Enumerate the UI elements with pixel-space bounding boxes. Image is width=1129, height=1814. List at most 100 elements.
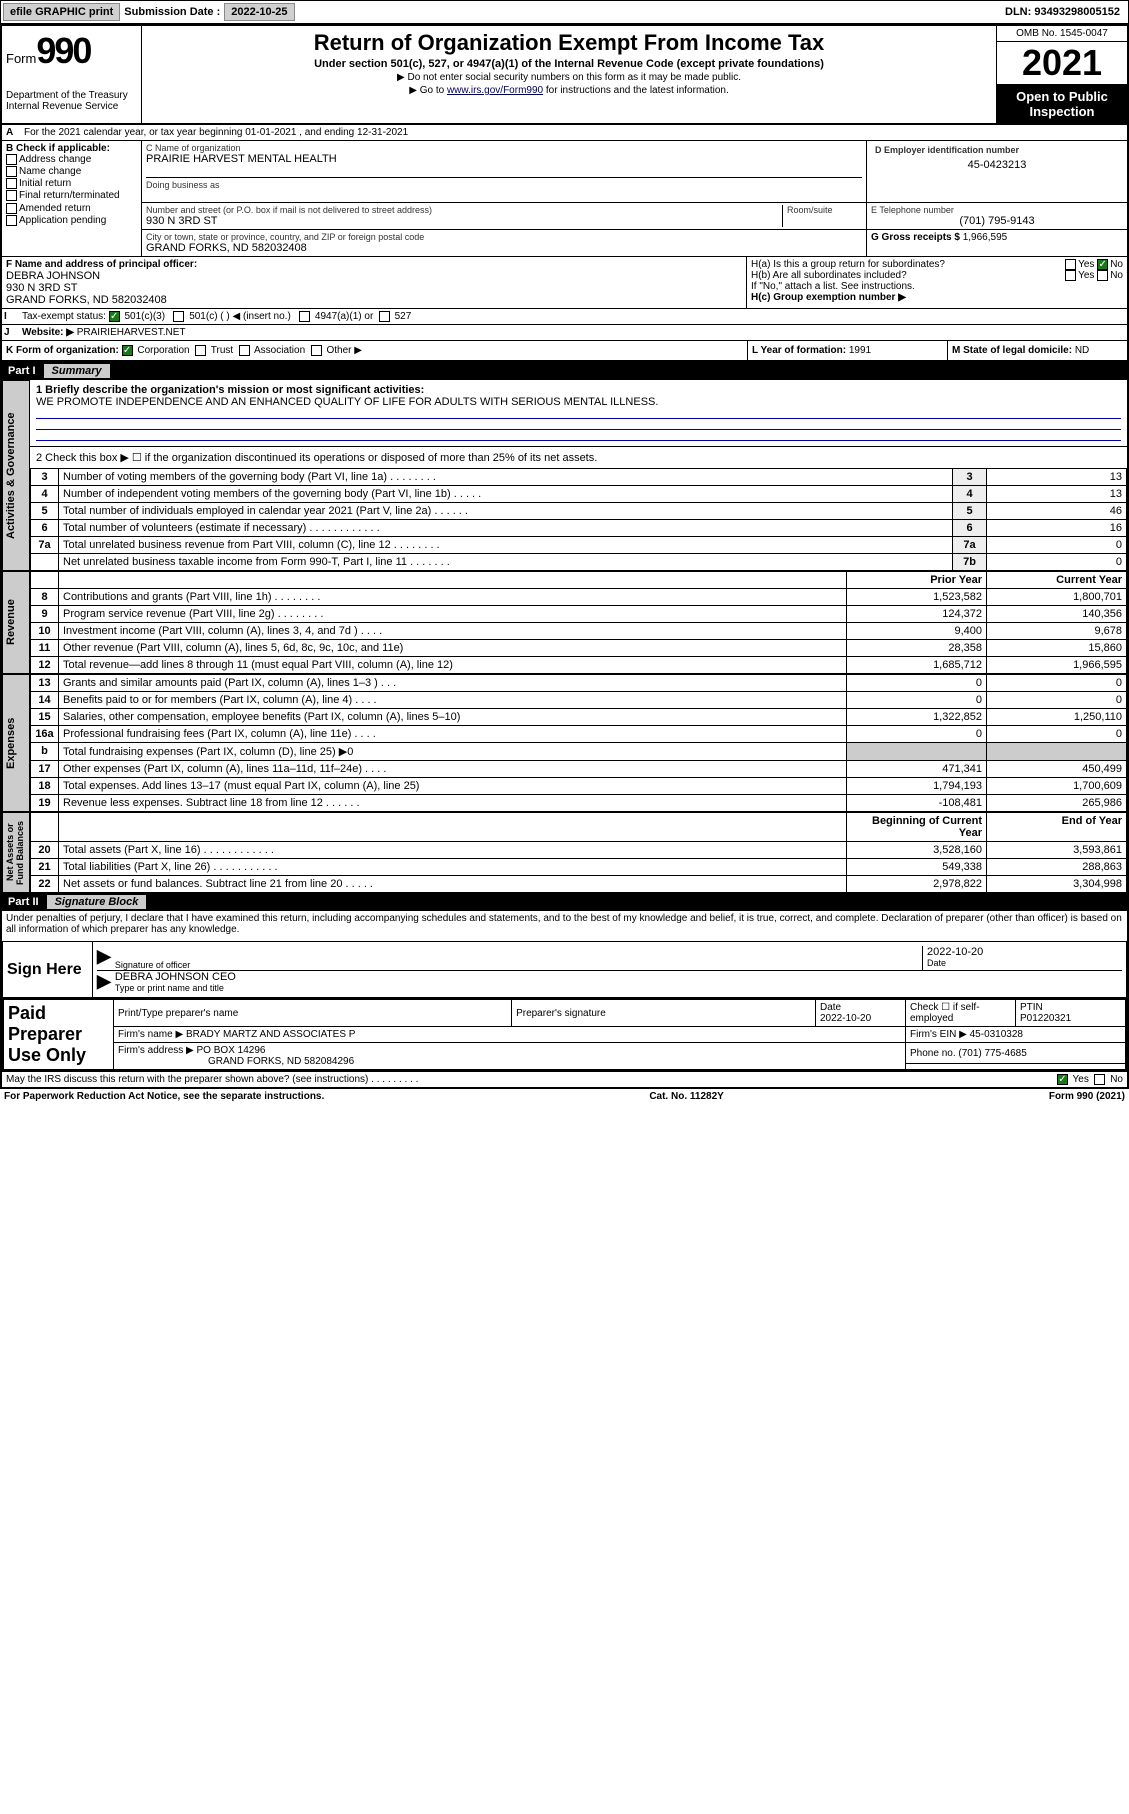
box-c: C Name of organization PRAIRIE HARVEST M… bbox=[142, 141, 867, 202]
box-g: G Gross receipts $ 1,966,595 bbox=[867, 230, 1127, 245]
officer-sig-name: DEBRA JOHNSON CEO bbox=[115, 971, 1122, 983]
ha-yes[interactable] bbox=[1065, 259, 1076, 270]
tab-expenses: Expenses bbox=[2, 674, 30, 812]
box-f: F Name and address of principal officer:… bbox=[2, 257, 747, 308]
cb-assoc[interactable] bbox=[239, 345, 250, 356]
cb-trust[interactable] bbox=[195, 345, 206, 356]
table-row: Net unrelated business taxable income fr… bbox=[31, 554, 1127, 571]
cb-501c[interactable] bbox=[173, 311, 184, 322]
phone: (701) 795-9143 bbox=[871, 215, 1123, 227]
table-row: 3Number of voting members of the governi… bbox=[31, 469, 1127, 486]
tab-net-assets: Net Assets or Fund Balances bbox=[2, 812, 30, 893]
box-l: L Year of formation: 1991 bbox=[747, 341, 947, 360]
table-row: bTotal fundraising expenses (Part IX, co… bbox=[31, 743, 1127, 761]
paid-preparer-block: Paid Preparer Use Only Print/Type prepar… bbox=[2, 998, 1127, 1071]
table-row: 22Net assets or fund balances. Subtract … bbox=[31, 876, 1127, 893]
sign-date: 2022-10-20 bbox=[927, 946, 1122, 958]
cb-name-change[interactable]: Name change bbox=[6, 166, 137, 178]
top-toolbar: efile GRAPHIC print Submission Date : 20… bbox=[0, 0, 1129, 24]
submission-label: Submission Date : bbox=[124, 6, 220, 18]
box-m: M State of legal domicile: ND bbox=[947, 341, 1127, 360]
irs-link[interactable]: www.irs.gov/Form990 bbox=[447, 85, 543, 96]
hb-no[interactable] bbox=[1097, 270, 1108, 281]
form-outer: Form990 Department of the Treasury Inter… bbox=[0, 24, 1129, 1089]
declaration: Under penalties of perjury, I declare th… bbox=[2, 911, 1127, 937]
city-state-zip: GRAND FORKS, ND 582032408 bbox=[146, 242, 862, 254]
cb-527[interactable] bbox=[379, 311, 390, 322]
cb-address-change[interactable]: Address change bbox=[6, 154, 137, 166]
table-row: 6Total number of volunteers (estimate if… bbox=[31, 520, 1127, 537]
form-header: Form990 Department of the Treasury Inter… bbox=[2, 26, 1127, 125]
open-inspection: Open to Public Inspection bbox=[997, 85, 1127, 123]
omb-number: OMB No. 1545-0047 bbox=[997, 26, 1127, 42]
box-e: E Telephone number (701) 795-9143 bbox=[867, 203, 1127, 230]
table-row: 18Total expenses. Add lines 13–17 (must … bbox=[31, 778, 1127, 795]
discuss-line: May the IRS discuss this return with the… bbox=[2, 1071, 1127, 1087]
table-row: 4Number of independent voting members of… bbox=[31, 486, 1127, 503]
line-a: A For the 2021 calendar year, or tax yea… bbox=[2, 125, 1127, 141]
firm-addr2: GRAND FORKS, ND 582084296 bbox=[208, 1056, 354, 1067]
form-number: Form990 bbox=[6, 30, 137, 72]
cb-final-return[interactable]: Final return/terminated bbox=[6, 190, 137, 202]
arrow-icon: ▶ bbox=[97, 971, 111, 993]
prep-date: 2022-10-20 bbox=[820, 1013, 871, 1024]
cb-4947[interactable] bbox=[299, 311, 310, 322]
sign-here-block: Sign Here ▶ Signature of officer 2022-10… bbox=[2, 941, 1127, 998]
firm-addr1: PO BOX 14296 bbox=[197, 1045, 266, 1056]
expenses-table: 13Grants and similar amounts paid (Part … bbox=[30, 674, 1127, 812]
box-b: B Check if applicable: Address change Na… bbox=[2, 141, 142, 256]
firm-ein: 45-0310328 bbox=[970, 1029, 1023, 1040]
page-footer: For Paperwork Reduction Act Notice, see … bbox=[0, 1089, 1129, 1104]
box-i: Tax-exempt status: 501(c)(3) 501(c) ( ) … bbox=[20, 309, 1127, 324]
form-subtitle: Under section 501(c), 527, or 4947(a)(1)… bbox=[150, 58, 988, 70]
arrow-icon: ▶ bbox=[97, 946, 111, 970]
firm-phone: (701) 775-4685 bbox=[958, 1048, 1026, 1059]
table-row: 9Program service revenue (Part VIII, lin… bbox=[31, 606, 1127, 623]
governance-table: 3Number of voting members of the governi… bbox=[30, 468, 1127, 571]
cb-other[interactable] bbox=[311, 345, 322, 356]
ha-no[interactable] bbox=[1097, 259, 1108, 270]
ein: 45-0423213 bbox=[875, 159, 1119, 171]
org-name: PRAIRIE HARVEST MENTAL HEALTH bbox=[146, 153, 862, 165]
table-row: 8Contributions and grants (Part VIII, li… bbox=[31, 589, 1127, 606]
box-h: H(a) Is this a group return for subordin… bbox=[747, 257, 1127, 308]
hb-yes[interactable] bbox=[1065, 270, 1076, 281]
table-row: 19Revenue less expenses. Subtract line 1… bbox=[31, 795, 1127, 812]
part2-header: Part II Signature Block bbox=[2, 893, 1127, 911]
ptin: P01220321 bbox=[1020, 1013, 1071, 1024]
cb-amended[interactable]: Amended return bbox=[6, 203, 137, 215]
discuss-no[interactable] bbox=[1094, 1074, 1105, 1085]
tab-activities-governance: Activities & Governance bbox=[2, 380, 30, 571]
box-d: D Employer identification number 45-0423… bbox=[871, 143, 1123, 173]
firm-name: BRADY MARTZ AND ASSOCIATES P bbox=[186, 1029, 356, 1040]
box-k: K Form of organization: Corporation Trus… bbox=[2, 341, 747, 360]
box-j: Website: ▶ PRAIRIEHARVEST.NET bbox=[20, 325, 1127, 340]
dept-label: Department of the Treasury Internal Reve… bbox=[6, 90, 137, 112]
line-2: 2 Check this box ▶ ☐ if the organization… bbox=[30, 447, 1127, 468]
cb-app-pending[interactable]: Application pending bbox=[6, 215, 137, 227]
table-row: 5Total number of individuals employed in… bbox=[31, 503, 1127, 520]
table-row: 14Benefits paid to or for members (Part … bbox=[31, 692, 1127, 709]
form-title: Return of Organization Exempt From Incom… bbox=[150, 30, 988, 56]
table-row: 11Other revenue (Part VIII, column (A), … bbox=[31, 640, 1127, 657]
gross-receipts: 1,966,595 bbox=[963, 232, 1008, 243]
mission-text: WE PROMOTE INDEPENDENCE AND AN ENHANCED … bbox=[36, 396, 1121, 408]
submission-date: 2022-10-25 bbox=[224, 3, 294, 21]
cb-initial-return[interactable]: Initial return bbox=[6, 178, 137, 190]
efile-button[interactable]: efile GRAPHIC print bbox=[3, 3, 120, 21]
discuss-yes[interactable] bbox=[1057, 1074, 1068, 1085]
header-note1: ▶ Do not enter social security numbers o… bbox=[150, 72, 988, 83]
mission-block: 1 Briefly describe the organization's mi… bbox=[30, 380, 1127, 447]
website: PRAIRIEHARVEST.NET bbox=[77, 327, 186, 338]
header-note2: ▶ Go to www.irs.gov/Form990 for instruct… bbox=[150, 85, 988, 96]
part1-header: Part I Summary bbox=[2, 362, 1127, 380]
cb-corp[interactable] bbox=[122, 345, 133, 356]
tax-year: 2021 bbox=[997, 42, 1127, 85]
tab-revenue: Revenue bbox=[2, 571, 30, 674]
table-row: 15Salaries, other compensation, employee… bbox=[31, 709, 1127, 726]
street-address: 930 N 3RD ST bbox=[146, 215, 782, 227]
cb-501c3[interactable] bbox=[109, 311, 120, 322]
officer-name: DEBRA JOHNSON bbox=[6, 270, 742, 282]
table-row: 16aProfessional fundraising fees (Part I… bbox=[31, 726, 1127, 743]
table-row: 17Other expenses (Part IX, column (A), l… bbox=[31, 761, 1127, 778]
